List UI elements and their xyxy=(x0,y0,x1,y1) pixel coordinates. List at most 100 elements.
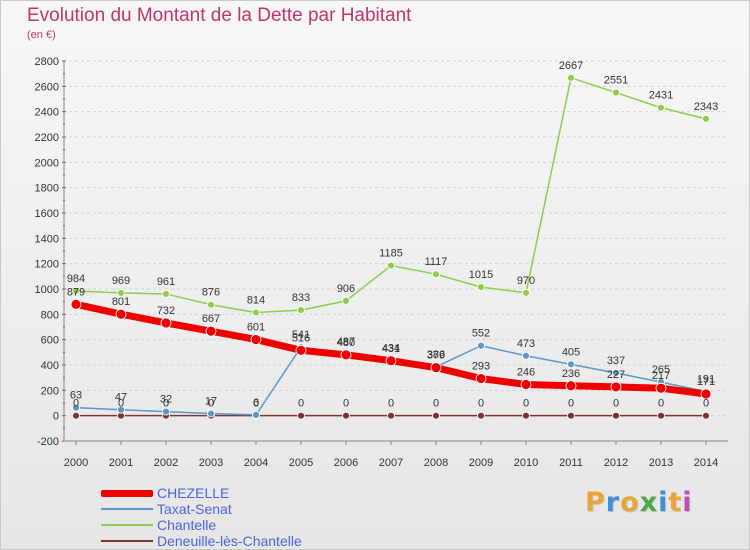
data-label-deneuille-les-chantelle: 0 xyxy=(613,398,619,410)
data-label-chezelle: 480 xyxy=(337,337,355,349)
data-label-deneuille-les-chantelle: 0 xyxy=(523,398,529,410)
data-label-taxat-senat: 337 xyxy=(607,355,625,367)
legend-label: CHEZELLE xyxy=(157,485,230,501)
data-label-chezelle: 379 xyxy=(427,350,445,362)
data-label-deneuille-les-chantelle: 0 xyxy=(163,398,169,410)
data-label-taxat-senat: 47 xyxy=(115,392,127,404)
data-label-chezelle: 879 xyxy=(67,286,85,298)
data-point-chantelle xyxy=(342,297,350,305)
y-tick-label: 2200 xyxy=(35,132,59,144)
data-label-chantelle: 1015 xyxy=(469,269,493,281)
logo-letter: P xyxy=(585,487,606,518)
data-label-deneuille-les-chantelle: 0 xyxy=(703,398,709,410)
x-tick-label: 2002 xyxy=(154,457,178,469)
data-point-chezelle xyxy=(520,379,532,390)
data-point-chantelle xyxy=(117,289,125,297)
data-label-chezelle: 217 xyxy=(652,370,670,382)
data-point-chantelle xyxy=(432,270,440,279)
data-point-deneuille-les-chantelle xyxy=(342,411,350,420)
x-tick-label: 2014 xyxy=(694,457,718,469)
data-point-chantelle xyxy=(162,290,170,298)
data-point-taxat-senat xyxy=(612,369,620,377)
data-label-taxat-senat: 541 xyxy=(292,329,310,341)
data-label-deneuille-les-chantelle: 0 xyxy=(298,398,304,410)
data-label-chezelle: 667 xyxy=(202,313,220,325)
data-point-chantelle xyxy=(567,73,575,82)
data-point-taxat-senat xyxy=(477,341,485,350)
x-tick-label: 2011 xyxy=(559,457,583,469)
y-tick-label: 1000 xyxy=(35,284,59,296)
data-label-taxat-senat: 17 xyxy=(205,396,217,408)
legend-swatch xyxy=(101,508,153,510)
data-label-chantelle: 906 xyxy=(337,283,355,295)
data-label-taxat-senat: 6 xyxy=(253,397,259,409)
y-tick-label: 1400 xyxy=(35,233,59,245)
data-label-chezelle: 732 xyxy=(157,305,175,317)
data-label-chezelle: 236 xyxy=(562,368,580,380)
data-label-deneuille-les-chantelle: 0 xyxy=(343,398,349,410)
data-label-taxat-senat: 487 xyxy=(337,336,355,348)
data-point-deneuille-les-chantelle xyxy=(567,411,575,420)
data-label-chezelle: 293 xyxy=(472,361,490,373)
data-label-taxat-senat: 552 xyxy=(472,328,490,340)
data-point-chantelle xyxy=(612,88,620,97)
data-point-taxat-senat xyxy=(252,411,260,419)
data-label-deneuille-les-chantelle: 0 xyxy=(73,398,79,410)
data-label-chantelle: 961 xyxy=(157,276,175,288)
data-point-deneuille-les-chantelle xyxy=(477,411,485,420)
data-label-chantelle: 2431 xyxy=(649,90,673,102)
proxiti-logo: Proxiti xyxy=(585,487,693,518)
data-point-chezelle xyxy=(430,362,442,374)
data-label-chantelle: 2343 xyxy=(694,101,718,113)
x-tick-label: 2000 xyxy=(64,457,88,469)
logo-letter: o xyxy=(620,487,640,518)
data-point-chantelle xyxy=(252,308,260,317)
y-tick-label: 1600 xyxy=(35,208,59,220)
y-tick-label: 1800 xyxy=(35,183,59,195)
data-point-chezelle xyxy=(655,382,667,394)
data-label-deneuille-les-chantelle: 0 xyxy=(118,398,124,410)
data-point-chezelle xyxy=(205,325,217,337)
data-label-chantelle: 1185 xyxy=(379,248,403,260)
data-label-taxat-senat: 191 xyxy=(697,373,715,385)
logo-letter: t xyxy=(668,487,683,518)
x-tick-label: 2004 xyxy=(244,457,268,469)
data-label-deneuille-les-chantelle: 0 xyxy=(433,398,439,410)
logo-letter: i xyxy=(682,487,693,518)
data-label-chantelle: 2551 xyxy=(604,75,628,87)
legend-label: Chantelle xyxy=(157,517,217,533)
data-point-taxat-senat xyxy=(207,409,215,418)
data-label-deneuille-les-chantelle: 0 xyxy=(388,398,394,410)
data-point-chantelle xyxy=(72,287,80,295)
data-point-chantelle xyxy=(657,103,665,112)
data-label-chezelle: 601 xyxy=(247,322,265,334)
x-tick-label: 2009 xyxy=(469,457,493,469)
data-point-chezelle xyxy=(115,308,127,320)
data-label-chantelle: 1117 xyxy=(425,256,448,268)
data-point-chantelle xyxy=(522,288,530,297)
y-tick-label: 2800 xyxy=(35,56,59,68)
data-label-chezelle: 227 xyxy=(607,369,625,381)
data-point-deneuille-les-chantelle xyxy=(387,411,395,420)
data-label-chantelle: 833 xyxy=(292,292,310,304)
y-tick-label: -200 xyxy=(37,436,59,448)
x-tick-label: 2006 xyxy=(334,457,358,469)
data-point-taxat-senat xyxy=(117,405,125,414)
data-label-deneuille-les-chantelle: 0 xyxy=(568,398,574,410)
data-label-taxat-senat: 473 xyxy=(517,338,535,350)
data-label-chezelle: 171 xyxy=(697,376,715,388)
x-tick-label: 2008 xyxy=(424,457,448,469)
x-tick-label: 2010 xyxy=(514,457,538,469)
data-label-chezelle: 434 xyxy=(382,343,400,355)
data-point-chezelle xyxy=(70,298,82,310)
data-label-taxat-senat: 32 xyxy=(160,394,172,406)
data-label-taxat-senat: 431 xyxy=(382,343,400,355)
data-label-chantelle: 2667 xyxy=(559,60,583,72)
x-tick-label: 2005 xyxy=(289,457,313,469)
data-point-chezelle xyxy=(340,349,352,361)
data-label-taxat-senat: 386 xyxy=(427,349,445,361)
data-point-deneuille-les-chantelle xyxy=(657,411,665,420)
data-point-chezelle xyxy=(565,380,577,392)
data-label-chezelle: 246 xyxy=(517,367,535,379)
data-label-taxat-senat: 63 xyxy=(70,390,82,402)
